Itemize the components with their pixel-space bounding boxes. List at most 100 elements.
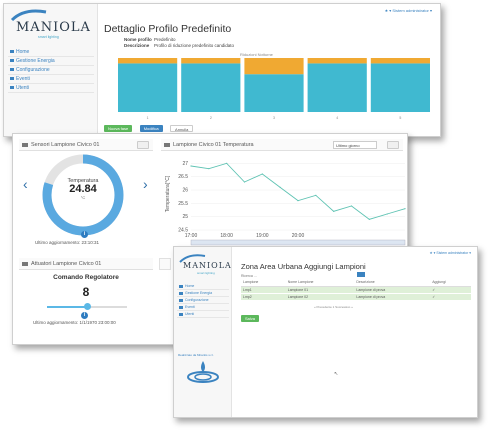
- data-point: [333, 210, 335, 212]
- sidebar-item-label: Configurazione: [16, 67, 50, 73]
- field-label: Descrizione: [124, 42, 150, 48]
- sidebar-item-2[interactable]: Configurazione: [8, 66, 94, 75]
- actuator-panel-title: Attuatori Lampione Civico 01: [31, 261, 102, 267]
- sidebar-item-4[interactable]: Utenti: [8, 84, 94, 93]
- x-tick-label: 5: [399, 116, 401, 120]
- save-button[interactable]: Salva: [241, 315, 260, 322]
- field-label: Nome profilo: [124, 37, 152, 42]
- sidebar-item-2[interactable]: Configurazione: [177, 297, 229, 304]
- cell-name[interactable]: Lampione 02: [285, 293, 355, 301]
- brand-tagline: smart lighting: [197, 271, 215, 275]
- x-tick-label: 2: [210, 116, 212, 120]
- dimmer-slider[interactable]: [47, 303, 127, 310]
- bar-segment: [370, 58, 430, 64]
- sidebar-item-4[interactable]: Utenti: [177, 311, 229, 318]
- add-checkbox[interactable]: ✓: [430, 293, 471, 301]
- brand-logo: MANIOLA smart lighting: [177, 253, 231, 277]
- bar-segment: [244, 74, 304, 112]
- menu-icon: [10, 68, 14, 72]
- menu-icon: [179, 298, 183, 302]
- sidebar-item-label: Gestione Energia: [185, 291, 213, 295]
- menu-icon: [179, 305, 183, 309]
- field-row: Descrizione Profilo di riduzione predefin…: [124, 43, 234, 49]
- table-row[interactable]: Lmp1 Lampione 01 Lampione di prova ✓: [241, 286, 471, 294]
- y-tick-label: 24.5: [178, 228, 188, 234]
- bar-segment: [370, 63, 430, 112]
- y-tick-label: 25.5: [178, 201, 188, 207]
- cell-id: Lmp2: [241, 293, 286, 301]
- data-point: [404, 208, 406, 210]
- y-tick-label: 25: [182, 214, 188, 220]
- column-header[interactable]: Descrizione: [354, 279, 431, 287]
- info-icon[interactable]: i: [81, 231, 88, 238]
- sidebar-item-1[interactable]: Gestione Energia: [8, 57, 94, 66]
- x-tick-label: 17:00: [185, 233, 198, 239]
- info-icon[interactable]: i: [81, 312, 88, 319]
- pagination[interactable]: « Precedente 1 Successivo »: [314, 305, 353, 309]
- bar-segment: [118, 58, 178, 64]
- data-point: [350, 205, 353, 207]
- y-tick-label: 26.5: [178, 174, 188, 180]
- options-button[interactable]: [387, 141, 399, 149]
- partner-caption: Realizzato da Mirantis s.r.l.: [178, 353, 214, 357]
- sidebar-item-label: Utenti: [16, 85, 30, 91]
- sidebar-item-label: Gestione Energia: [16, 58, 55, 64]
- range-navigator[interactable]: [190, 239, 406, 246]
- collapse-button[interactable]: [137, 141, 149, 149]
- data-point: [261, 173, 263, 175]
- cell-id: Lmp1: [241, 286, 286, 294]
- search-hint[interactable]: Ricerca ...: [241, 274, 257, 278]
- field-value: Predefinito: [154, 37, 176, 42]
- sidebar-item-0[interactable]: Home: [8, 48, 94, 57]
- sidebar-item-0[interactable]: Home: [177, 283, 229, 290]
- add-checkbox[interactable]: ✓: [430, 286, 471, 294]
- menu-icon: [10, 59, 14, 63]
- cancel-button[interactable]: Annulla: [170, 125, 194, 132]
- x-tick-label: 1: [147, 116, 149, 120]
- bar-segment: [181, 63, 241, 112]
- column-header[interactable]: Nome Lampione: [285, 279, 355, 287]
- column-header[interactable]: Aggiungi: [430, 279, 471, 287]
- temperature-unit: °C: [80, 195, 86, 200]
- data-point: [243, 181, 246, 183]
- column-header[interactable]: Lampione: [241, 279, 286, 287]
- x-tick-label: 3: [273, 116, 275, 120]
- prev-arrow-icon[interactable]: ‹: [23, 176, 28, 192]
- temperature-label: Temperatura: [67, 178, 99, 184]
- new-phase-button[interactable]: Nuova fase: [104, 125, 133, 132]
- sidebar-menu: Home Gestione Energia Configurazione Eventi…: [8, 48, 94, 93]
- next-arrow-icon[interactable]: ›: [143, 176, 148, 192]
- table-row[interactable]: Lmp2 Lampione 02 Lampione di prova ✓: [241, 293, 471, 301]
- user-menu[interactable]: ★ ▾ Sistem administrator ▾: [429, 251, 471, 255]
- data-point: [226, 162, 228, 164]
- sidebar-item-label: Configurazione: [185, 298, 209, 302]
- logo-swoosh-icon: [10, 9, 47, 22]
- temperature-line-chart: 27 26.5 26 25.5 25 24.5 Temperatura[°C] 17:00 18…: [165, 161, 406, 246]
- bar-segment: [307, 58, 367, 64]
- sidebar-item-1[interactable]: Gestione Energia: [177, 290, 229, 297]
- brand-logo: MANIOLA smart lighting: [8, 8, 94, 40]
- cell-name[interactable]: Lampione 01: [285, 286, 355, 294]
- slider-handle[interactable]: [84, 303, 91, 310]
- sidebar-item-3[interactable]: Eventi: [8, 75, 94, 84]
- sidebar-item-3[interactable]: Eventi: [177, 304, 229, 311]
- camera-icon: [22, 262, 28, 266]
- temperature-value: 24.84: [69, 183, 97, 195]
- x-tick-label: 20:00: [292, 233, 305, 239]
- search-button[interactable]: [357, 272, 365, 277]
- edit-button[interactable]: Modifica: [139, 125, 163, 132]
- menu-icon: [10, 50, 14, 54]
- user-menu[interactable]: ★ ▾ Sistem administrator ▾: [384, 8, 432, 13]
- sidebar: MANIOLA smart lighting Home Gestione Ener…: [174, 247, 232, 417]
- sidebar-item-label: Utenti: [185, 312, 195, 316]
- x-tick-label: 4: [336, 116, 338, 120]
- data-point: [190, 165, 192, 167]
- range-select[interactable]: Ultimo giorno: [333, 141, 377, 149]
- menu-icon: [10, 86, 14, 90]
- page-title: Dettaglio Profilo Predefinito: [104, 23, 232, 35]
- x-tick-label: 18:00: [220, 233, 233, 239]
- menu-icon: [179, 291, 183, 295]
- chart-panel-title: Lampione Civico 01 Temperatura: [173, 142, 254, 148]
- lamps-table: Lampione Nome Lampione Descrizione Aggiu…: [241, 279, 471, 301]
- chart-title: Riduzioni Notturne: [240, 52, 273, 57]
